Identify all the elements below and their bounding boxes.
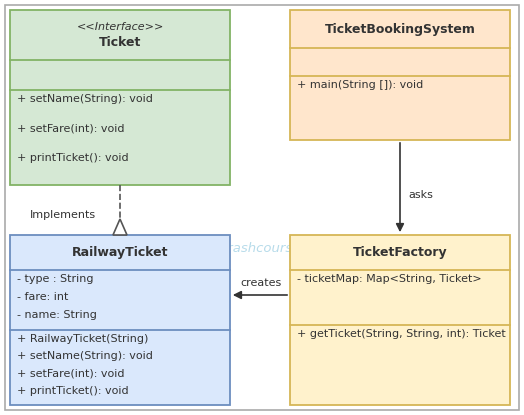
Text: - name: String: - name: String (17, 310, 97, 320)
Bar (290, 76, 510, 140)
Text: - fare: int: - fare: int (17, 292, 68, 302)
Text: TicketBookingSystem: TicketBookingSystem (324, 22, 475, 36)
Bar (290, 48, 510, 76)
Bar (10, 10, 230, 60)
Text: TicketFactory: TicketFactory (353, 246, 447, 259)
Text: + setFare(int): void: + setFare(int): void (17, 124, 125, 134)
Bar (290, 270, 510, 325)
Bar (10, 10, 230, 185)
Text: + printTicket(): void: + printTicket(): void (17, 386, 128, 396)
Text: creates: creates (240, 278, 281, 288)
Text: + setFare(int): void: + setFare(int): void (17, 369, 125, 378)
Bar (290, 235, 510, 270)
Bar (10, 60, 230, 90)
Text: asks: asks (408, 190, 433, 200)
Bar (290, 235, 510, 405)
Bar (10, 270, 230, 330)
Text: techcrashcourse.com: techcrashcourse.com (191, 242, 333, 254)
Text: + RailwayTicket(String): + RailwayTicket(String) (17, 334, 148, 344)
Text: Implements: Implements (30, 210, 96, 220)
Bar (290, 10, 510, 48)
Text: + setName(String): void: + setName(String): void (17, 351, 153, 361)
Text: - ticketMap: Map<String, Ticket>: - ticketMap: Map<String, Ticket> (297, 274, 482, 284)
Text: + printTicket(): void: + printTicket(): void (17, 153, 128, 164)
Text: - type : String: - type : String (17, 274, 93, 284)
Bar (10, 90, 230, 185)
Text: + getTicket(String, String, int): Ticket: + getTicket(String, String, int): Ticket (297, 329, 506, 339)
Text: + main(String []): void: + main(String []): void (297, 80, 423, 90)
Bar (10, 330, 230, 405)
Bar (10, 235, 230, 270)
Text: RailwayTicket: RailwayTicket (72, 246, 168, 259)
Bar (290, 325, 510, 405)
Bar (10, 235, 230, 405)
Text: Ticket: Ticket (99, 37, 141, 49)
Text: + setName(String): void: + setName(String): void (17, 94, 153, 104)
Text: <<Interface>>: <<Interface>> (77, 22, 163, 32)
Bar (290, 10, 510, 140)
Polygon shape (113, 219, 127, 235)
